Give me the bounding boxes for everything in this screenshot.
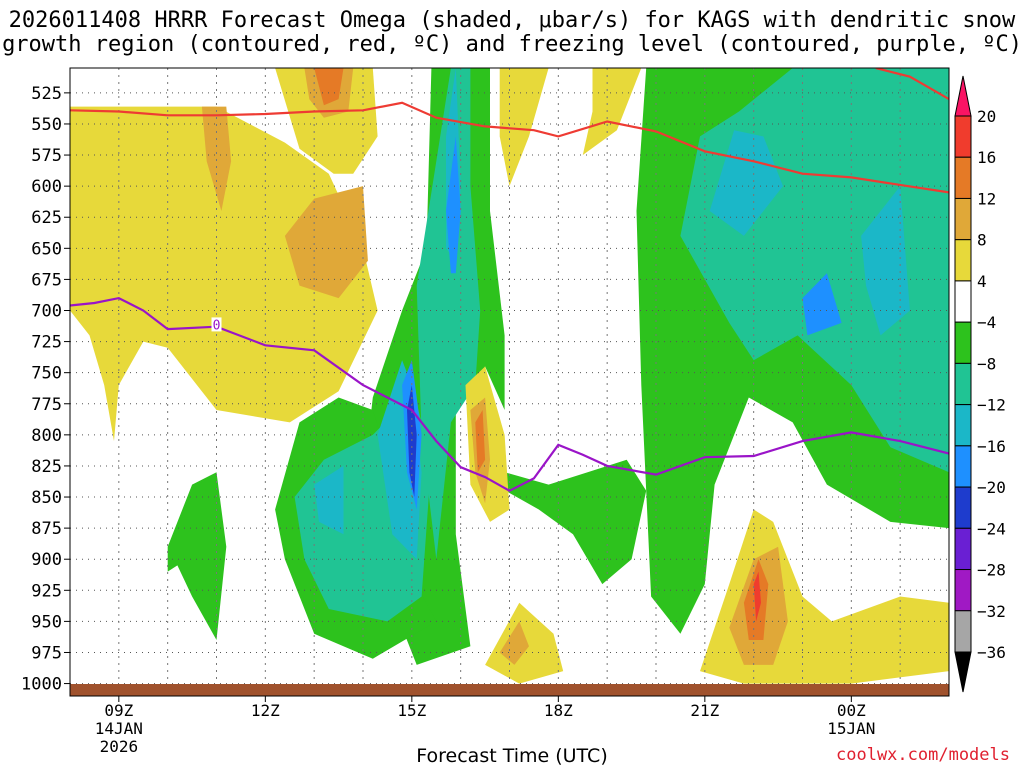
x-tick-label-21Z: 21Z (690, 701, 719, 720)
y-tick-label-775: 775 (31, 395, 62, 415)
y-tick-label-950: 950 (31, 612, 62, 632)
colorbar-swatch-4 (954, 280, 972, 323)
omega-region-27 (475, 410, 486, 473)
omega-region-2 (284, 186, 368, 299)
x-tick-label-12Z: 12Z (251, 701, 280, 720)
colorbar-swatch-11 (954, 569, 972, 612)
y-tick-label-525: 525 (31, 84, 62, 104)
colorbar-label-9: −20 (977, 478, 1006, 497)
y-tick-label-550: 550 (31, 115, 62, 135)
colorbar-swatch-2 (954, 197, 972, 241)
omega-region-5 (314, 68, 344, 106)
plot-frame (69, 67, 950, 697)
title-line-2: growth region (contoured, red, ºC) and f… (2, 32, 1022, 57)
omega-region-21 (446, 136, 461, 274)
contour-dendritic-snow-growth-region (70, 101, 949, 194)
x-tick-label-18Z: 18Z (544, 701, 573, 720)
colorbar-swatch-3 (954, 239, 972, 282)
colorbar-label-0: 20 (977, 107, 996, 126)
omega-region-0 (70, 106, 378, 442)
omega-region-10 (167, 472, 227, 640)
x-tick-sublabel-00Z-0: 15JAN (827, 719, 875, 738)
x-tick-label-15Z: 15Z (397, 701, 426, 720)
y-tick-label-825: 825 (31, 457, 62, 477)
colorbar-label-10: −24 (977, 519, 1006, 538)
colorbar-swatch-7 (954, 404, 972, 447)
colorbar-label-11: −28 (977, 561, 1006, 580)
omega-region-30 (700, 509, 949, 684)
colorbar-label-1: 16 (977, 148, 996, 167)
omega-region-29 (499, 621, 529, 665)
y-tick-label-925: 925 (31, 581, 62, 601)
omega-region-16 (314, 465, 344, 535)
title-line-1: 2026011408 HRRR Forecast Omega (shaded, … (8, 8, 1016, 33)
colorbar-swatch-8 (954, 445, 972, 488)
colorbar-label-6: −8 (977, 354, 996, 373)
y-tick-label-975: 975 (31, 643, 62, 663)
y-tick-label-800: 800 (31, 426, 62, 446)
colorbar-swatch-bottom (954, 651, 972, 693)
contour-line-layer: 0 (70, 68, 949, 493)
ground-surface (70, 684, 949, 696)
omega-region-20 (861, 186, 910, 336)
omega-region-23 (802, 273, 842, 336)
colorbar-label-13: −36 (977, 643, 1006, 662)
y-tick-label-875: 875 (31, 519, 62, 539)
x-axis-title: Forecast Time (UTC) (0, 745, 1024, 767)
contour-freezing-level (70, 296, 949, 493)
colorbar-label-5: −4 (977, 313, 996, 332)
colorbar-swatch-6 (954, 362, 972, 406)
colorbar-swatch-1 (954, 156, 972, 199)
y-tick-label-675: 675 (31, 270, 62, 290)
colorbar-swatch-5 (954, 321, 972, 364)
omega-region-33 (753, 571, 761, 622)
grid-layer (70, 68, 949, 696)
colorbar-label-7: −12 (977, 396, 1006, 415)
colorbar: 20 16 12 8 4 −4 −8 −12 −16 −20 −24 −28 −32 −36 (954, 75, 1006, 693)
x-axis-title-text: Forecast Time (UTC) (416, 745, 608, 767)
omega-region-7 (582, 68, 642, 155)
colorbar-label-8: −16 (977, 437, 1006, 456)
colorbar-label-4: 4 (977, 272, 987, 291)
omega-region-1 (201, 106, 232, 211)
source-credit: coolwx.com/models (836, 745, 1010, 765)
omega-region-6 (499, 68, 549, 187)
colorbar-swatch-top (954, 75, 972, 117)
colorbar-swatch-9 (954, 486, 972, 529)
y-tick-label-900: 900 (31, 550, 62, 570)
contour-label-0: 0 (213, 318, 221, 333)
colorbar-swatch-12 (954, 610, 972, 653)
x-tick-sublabel-09Z-0: 14JAN (95, 719, 143, 738)
y-tick-label-750: 750 (31, 364, 62, 384)
x-tick-label-09Z: 09Z (104, 701, 133, 720)
axes-layer: 525 550 575 600 625 650 675 700 725 750 775 800 825 8… (21, 67, 950, 756)
y-tick-label-625: 625 (31, 208, 62, 228)
y-tick-label-650: 650 (31, 239, 62, 259)
omega-region-12 (494, 459, 647, 585)
y-tick-label-700: 700 (31, 301, 62, 321)
colorbar-swatch-0 (954, 115, 972, 158)
x-tick-sublabel-09Z-1: 2026 (100, 737, 139, 756)
y-tick-label-725: 725 (31, 333, 62, 353)
y-tick-label-575: 575 (31, 146, 62, 166)
x-tick-label-00Z: 00Z (837, 701, 866, 720)
contour-label-bg-0 (211, 317, 222, 332)
y-tick-label-600: 600 (31, 177, 62, 197)
y-tick-label-1000: 1000 (21, 675, 62, 695)
omega-region-3 (275, 68, 378, 174)
colorbar-label-3: 8 (977, 231, 987, 250)
colorbar-label-2: 12 (977, 189, 996, 208)
y-tick-label-850: 850 (31, 488, 62, 508)
colorbar-label-12: −32 (977, 602, 1006, 621)
colorbar-swatch-10 (954, 527, 972, 571)
contour-dendritic-snow-growth-region-upper- (875, 68, 949, 101)
